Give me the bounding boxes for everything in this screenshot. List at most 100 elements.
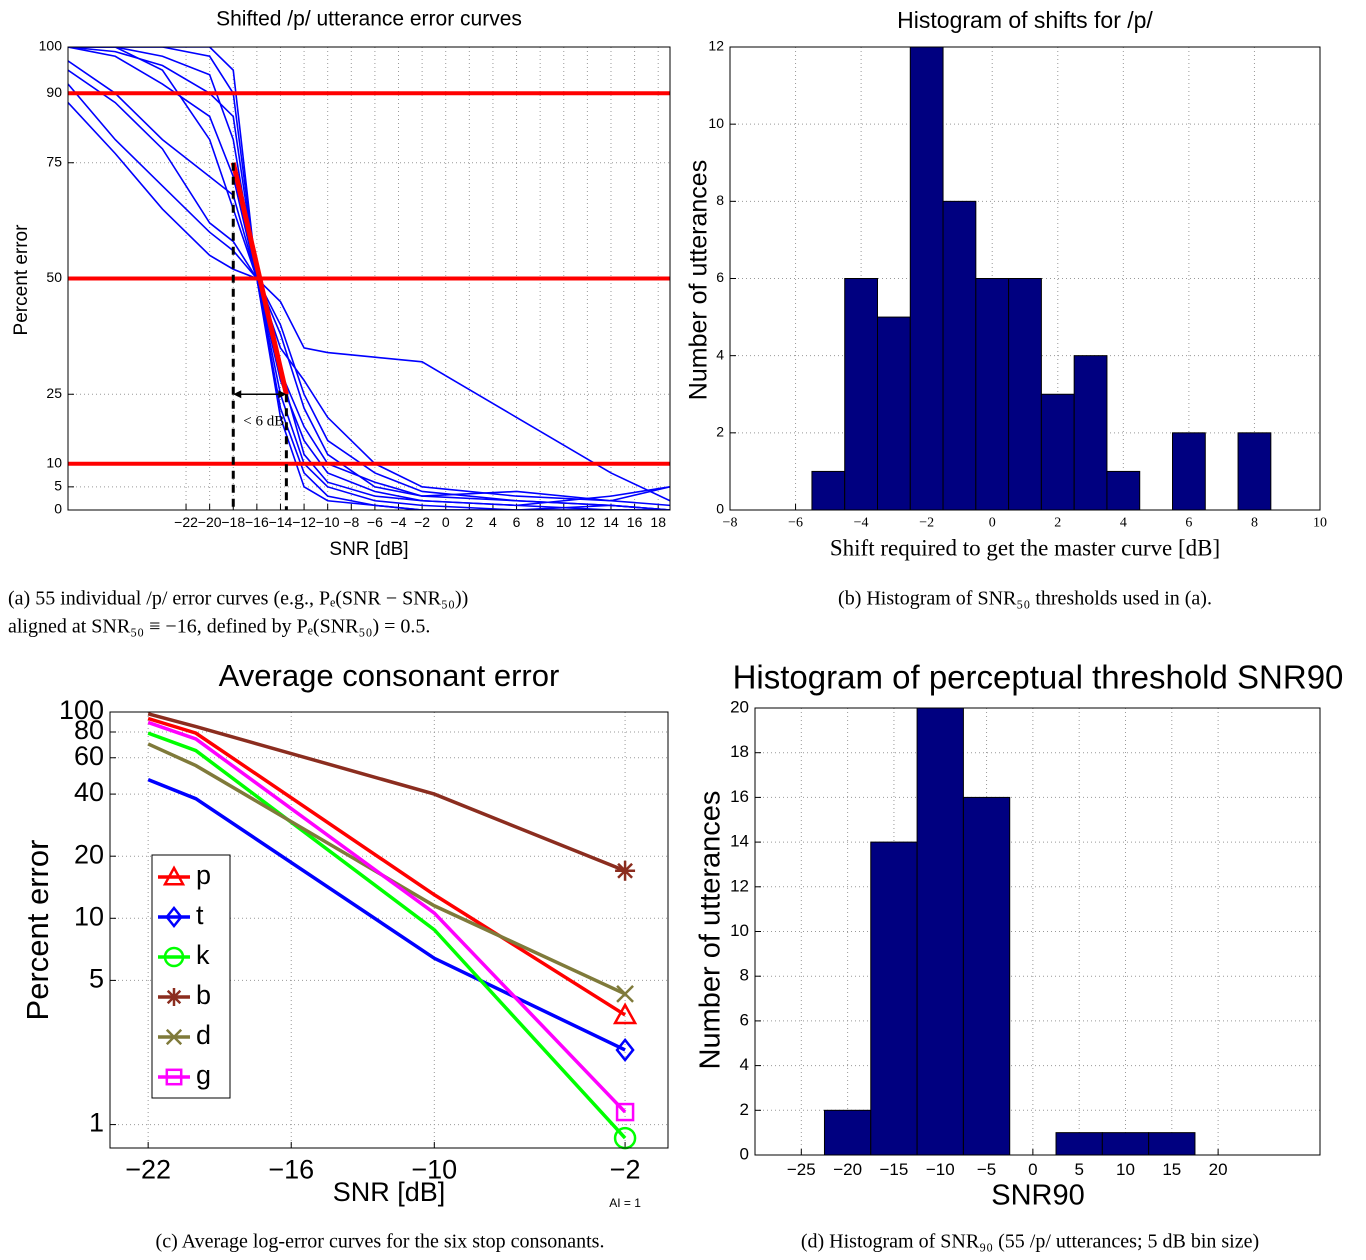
y-axis-label: Number of utterances	[695, 791, 727, 1070]
y-tick-label: 1	[89, 1108, 104, 1138]
bar	[1172, 432, 1206, 511]
legend-label: p	[196, 860, 211, 890]
series-line	[147, 778, 626, 1052]
x-tick-label: 8	[1251, 515, 1258, 530]
plot-frame	[754, 707, 1321, 1156]
y-tick-label: 10	[708, 115, 724, 131]
legend	[151, 854, 231, 1099]
plot-frame	[729, 46, 1321, 511]
series-line	[147, 716, 627, 1017]
y-tick-label: 90	[46, 84, 62, 100]
y-tick-label: 5	[54, 478, 62, 494]
y-tick-label: 6	[716, 269, 724, 285]
y-tick-label: 14	[730, 832, 749, 851]
y-tick-label: 20	[74, 839, 104, 869]
x-tick-label: 14	[603, 514, 619, 530]
y-tick-label: 25	[46, 385, 62, 401]
series-line	[68, 47, 670, 507]
x-axis-label: SNR90	[991, 1180, 1085, 1212]
x-tick-label: −6	[788, 515, 803, 530]
bar	[1040, 393, 1075, 511]
bar	[823, 1109, 872, 1156]
x-tick-label: 5	[1074, 1160, 1083, 1179]
y-tick-label: 18	[730, 742, 749, 761]
legend-label: t	[196, 900, 204, 930]
marker	[165, 1028, 183, 1046]
x-tick-label: −18	[221, 514, 245, 530]
y-tick-label: 60	[74, 741, 104, 771]
x-tick-label: −8	[723, 515, 738, 530]
bar	[877, 316, 911, 511]
y-tick-label: 0	[54, 501, 62, 517]
y-tick-label: 10	[74, 901, 104, 931]
y-tick-label: 2	[740, 1100, 749, 1119]
x-tick-label: −22	[174, 514, 198, 530]
series-line	[68, 47, 670, 510]
bar	[1073, 355, 1108, 511]
marker	[165, 1068, 183, 1086]
x-tick-label: 0	[442, 514, 450, 530]
series-line	[68, 47, 670, 510]
marker	[615, 1102, 635, 1122]
marker	[165, 905, 183, 929]
caption: (c) Average log-error curves for the six…	[156, 1231, 605, 1253]
legend-box	[151, 854, 231, 1099]
chart-title: Shifted /p/ utterance error curves	[216, 8, 522, 31]
series-line	[147, 742, 626, 996]
chart-title: Average consonant error	[219, 658, 560, 693]
chart-title: Histogram of shifts for /p/	[897, 7, 1153, 33]
x-tick-label: −25	[787, 1160, 816, 1179]
x-tick-label: 6	[513, 514, 521, 530]
bar	[1101, 1132, 1150, 1156]
x-tick-label: 6	[1185, 515, 1192, 530]
bar	[870, 841, 918, 1156]
x-tick-label: 10	[556, 514, 572, 530]
y-tick-label: 6	[740, 1010, 749, 1029]
y-axis-label: Percent error	[11, 224, 32, 336]
y-tick-label: 50	[46, 269, 62, 285]
x-tick-label: −6	[367, 514, 383, 530]
x-tick-label: −22	[125, 1155, 171, 1185]
y-tick-label: 40	[74, 777, 104, 807]
x-tick-label: −5	[977, 1160, 996, 1179]
x-tick-label: 4	[489, 514, 497, 530]
x-tick-label: 16	[627, 514, 643, 530]
bar	[916, 707, 964, 1156]
series-line	[147, 712, 626, 873]
y-tick-label: 12	[708, 38, 724, 54]
caption: (a) 55 individual /p/ error curves (e.g.…	[8, 588, 468, 610]
y-tick-label: 20	[730, 697, 749, 716]
x-tick-label: 15	[1162, 1160, 1181, 1179]
bar	[909, 46, 944, 511]
y-tick-label: 80	[74, 715, 104, 745]
x-tick-label: −10	[316, 514, 340, 530]
x-tick-label: 10	[1313, 515, 1327, 530]
bar	[942, 200, 977, 511]
caption: (b) Histogram of SNR₅₀ thresholds used i…	[838, 588, 1212, 610]
legend-label: b	[196, 980, 211, 1010]
fit-line	[230, 162, 289, 395]
series-line	[68, 102, 670, 502]
y-axis-label: Percent error	[20, 840, 55, 1021]
series-line	[68, 83, 670, 502]
x-tick-label: −10	[411, 1155, 457, 1185]
x-tick-label: −16	[268, 1155, 314, 1185]
x-tick-label: −2	[610, 1155, 641, 1185]
x-tick-label: −16	[245, 514, 269, 530]
marker	[616, 985, 634, 1003]
annotation: < 6 dB	[243, 414, 284, 430]
x-tick-label: 20	[1209, 1160, 1228, 1179]
marker	[162, 865, 186, 886]
x-tick-label: −2	[919, 515, 934, 530]
bar	[1055, 1132, 1103, 1156]
y-tick-label: 5	[89, 964, 104, 994]
x-tick-label: 4	[1120, 515, 1127, 530]
x-tick-label: −20	[833, 1160, 862, 1179]
legend-label: k	[196, 940, 210, 970]
x-tick-label: −4	[854, 515, 869, 530]
x-tick-label: −10	[926, 1160, 955, 1179]
x-tick-label: −12	[292, 514, 316, 530]
x-tick-label: 2	[1054, 515, 1061, 530]
note: AI = 1	[609, 1196, 641, 1210]
